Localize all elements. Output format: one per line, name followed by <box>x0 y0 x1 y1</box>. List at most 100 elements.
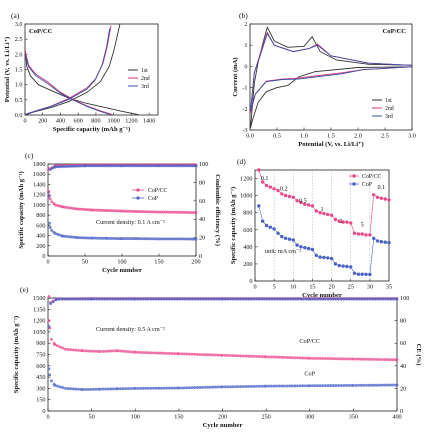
y-tick-label: 2.5 <box>15 36 23 43</box>
data-point <box>326 384 330 388</box>
data-point <box>345 264 349 269</box>
data-point <box>69 387 73 391</box>
data-point <box>388 358 392 362</box>
data-point <box>287 237 292 241</box>
data-point <box>264 355 268 359</box>
data-point <box>383 197 387 201</box>
data-point <box>95 297 99 301</box>
data-point <box>337 297 340 301</box>
data-point <box>280 355 284 359</box>
data-point <box>298 384 302 388</box>
data-point <box>69 348 73 352</box>
y-right-tick-label: 0 <box>400 408 403 415</box>
data-point <box>360 297 364 301</box>
data-point <box>358 297 361 301</box>
data-point <box>354 383 358 387</box>
data-point <box>165 386 169 390</box>
data-point <box>269 355 273 359</box>
data-point <box>378 297 382 301</box>
data-point <box>295 243 299 247</box>
data-point <box>387 198 391 202</box>
data-point <box>98 350 102 353</box>
data-point <box>247 297 251 301</box>
data-point <box>313 356 317 360</box>
data-point <box>322 255 326 260</box>
data-point <box>372 357 376 361</box>
data-point <box>275 384 279 388</box>
data-point <box>308 297 312 301</box>
data-point <box>194 297 197 301</box>
data-point <box>133 386 137 390</box>
panel-b <box>249 23 413 131</box>
x-tick-label: 1200 <box>125 118 137 125</box>
data-point <box>228 354 232 357</box>
data-point <box>303 202 307 206</box>
data-point <box>200 353 204 357</box>
data-point <box>60 297 64 301</box>
data-point <box>170 297 174 301</box>
data-point <box>282 384 286 388</box>
data-point <box>159 297 163 301</box>
data-point <box>395 297 399 301</box>
y-tick-label: 1000 <box>240 193 252 200</box>
data-point <box>344 357 348 361</box>
legend-marker <box>352 182 356 186</box>
data-point <box>141 386 145 390</box>
data-point <box>365 297 369 301</box>
series-CoP <box>257 204 391 277</box>
data-point <box>61 346 65 350</box>
x-tick-label: 2.0 <box>354 133 362 140</box>
data-point <box>103 297 107 301</box>
data-point <box>239 354 243 358</box>
data-point <box>86 349 90 353</box>
data-point <box>50 337 53 341</box>
data-point <box>337 263 341 268</box>
data-point <box>301 356 305 360</box>
series-1st-anodic <box>250 25 413 128</box>
x-tick-label: 150 <box>154 259 163 266</box>
data-point <box>162 297 166 301</box>
data-point <box>89 349 93 353</box>
data-point <box>221 353 224 357</box>
x-tick-label: 1.5 <box>327 133 335 140</box>
data-point <box>244 297 248 301</box>
panel-e <box>47 295 399 412</box>
data-point <box>178 297 182 301</box>
data-point <box>195 352 199 356</box>
x-tick-label: 350 <box>349 414 358 421</box>
data-point <box>73 297 77 301</box>
series-3rd-anodic <box>250 32 413 111</box>
x-axis-label: Specific capacity (mAh g⁻¹) <box>53 126 130 133</box>
data-point <box>139 297 142 301</box>
data-point <box>341 264 345 268</box>
data-point <box>334 384 338 387</box>
data-point <box>360 232 364 236</box>
data-point <box>157 351 161 355</box>
data-point <box>173 352 176 356</box>
rate-label: 0.1 <box>261 175 269 182</box>
data-point <box>193 352 197 356</box>
data-point <box>231 385 235 389</box>
y-tick-label: 750 <box>36 352 45 359</box>
x-tick-label: 150 <box>174 414 183 421</box>
data-point <box>214 353 217 357</box>
y-tick-label: 1350 <box>33 306 45 313</box>
data-point <box>314 209 318 213</box>
legend-marker <box>136 196 140 200</box>
data-point <box>53 383 57 387</box>
data-point <box>326 297 330 301</box>
x-tick-label: 200 <box>218 414 227 421</box>
data-point <box>318 211 322 215</box>
plot-frame-d <box>254 169 390 282</box>
data-point <box>165 351 169 355</box>
data-point <box>47 319 51 323</box>
y-right-tick-label: 80 <box>199 179 205 186</box>
data-point <box>89 387 93 391</box>
data-point <box>124 387 128 391</box>
data-point <box>84 349 87 353</box>
data-point <box>101 349 105 353</box>
data-point <box>357 383 361 387</box>
data-point <box>257 168 261 172</box>
x-tick-label: 250 <box>261 414 270 421</box>
